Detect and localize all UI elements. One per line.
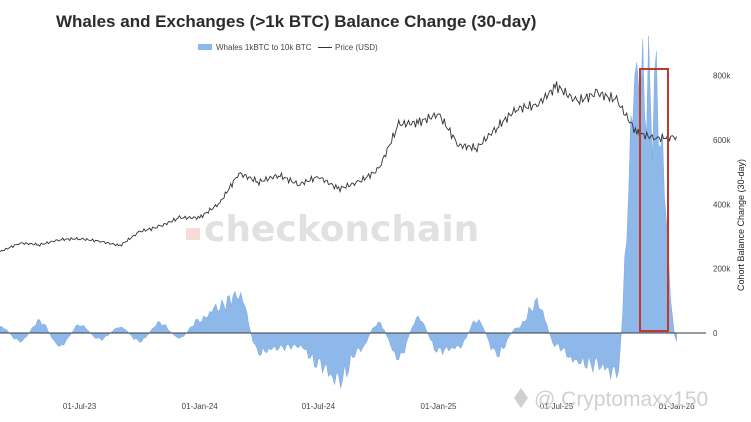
x-tick-label: 01-Jan-25	[420, 402, 457, 411]
y-tick-label: 800k	[713, 72, 731, 81]
x-tick-label: 01-Jul-23	[63, 402, 97, 411]
legend-label-price: Price (USD)	[335, 43, 378, 52]
chart-title: Whales and Exchanges (>1k BTC) Balance C…	[56, 12, 537, 31]
watermark-logo-icon	[186, 228, 200, 240]
price-line-layer	[0, 81, 678, 253]
y-tick-label: 0	[713, 329, 718, 338]
credit-text: @ Cryptomaxx150	[534, 388, 708, 411]
credit-watermark: @ Cryptomaxx150	[514, 388, 708, 411]
x-tick-label: 01-Jan-26	[659, 402, 696, 411]
whales-area-layer	[0, 35, 677, 389]
y-axis-label: Cohort Balance Change (30-day)	[736, 159, 746, 291]
x-axis: 01-Jul-23 01-Jan-24 01-Jul-24 01-Jan-25 01-J…	[63, 402, 695, 411]
y-axis-right: 0 200k 400k 600k 800k	[713, 72, 731, 339]
legend-label-whales: Whales 1kBTC to 10k BTC	[216, 43, 312, 52]
whales-area	[0, 35, 677, 389]
highlight-box	[639, 68, 669, 332]
legend: Whales 1kBTC to 10k BTC Price (USD)	[198, 43, 378, 52]
price-line	[0, 81, 678, 253]
y-tick-label: 200k	[713, 265, 731, 274]
credit-logo-icon	[514, 388, 528, 408]
watermark-text: checkonchain	[204, 209, 479, 250]
x-tick-label: 01-Jul-25	[540, 402, 574, 411]
legend-swatch-whales	[198, 44, 212, 50]
x-tick-label: 01-Jul-24	[302, 402, 336, 411]
x-tick-label: 01-Jan-24	[182, 402, 219, 411]
y-tick-label: 600k	[713, 136, 731, 145]
y-tick-label: 400k	[713, 200, 731, 209]
